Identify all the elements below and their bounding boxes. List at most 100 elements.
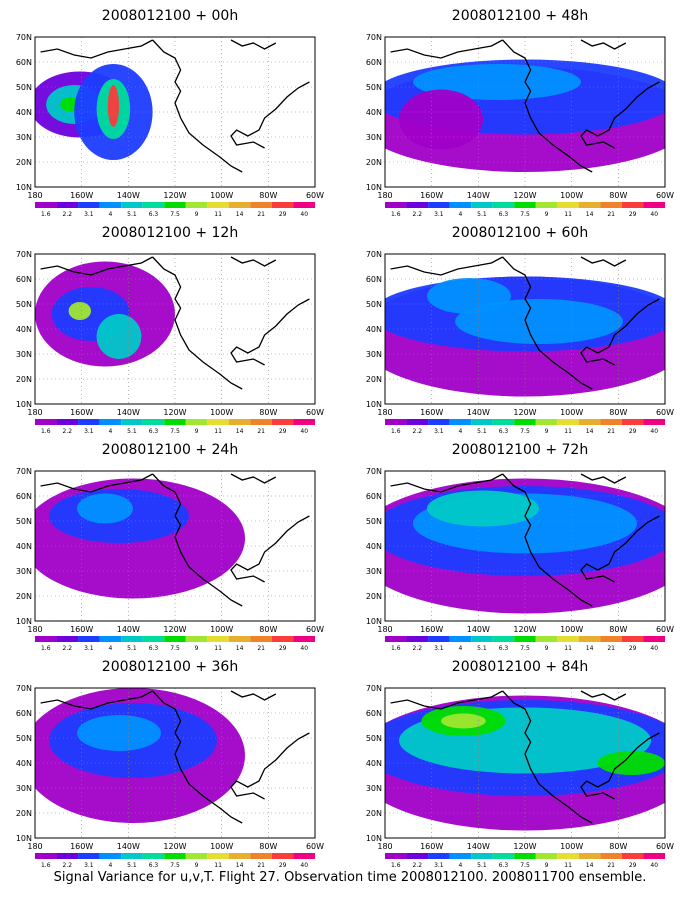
colorbar-label: 4 (458, 428, 462, 435)
lat-tick-label: 60N (16, 275, 32, 284)
colorbar-label: 3.1 (84, 211, 94, 218)
colorbar-label: 5.1 (127, 862, 137, 869)
coastline (390, 39, 503, 59)
colorbar-label: 3.1 (434, 211, 444, 218)
colorbar-label: 29 (629, 645, 637, 652)
lat-tick-label: 60N (366, 275, 382, 284)
colorbar-label: 7.5 (520, 428, 530, 435)
colorbar-label: 3.1 (84, 428, 94, 435)
colorbar-swatch (514, 853, 536, 859)
colorbar-label: 1.6 (41, 428, 51, 435)
lon-tick-label: 140W (467, 408, 490, 417)
colorbar-label: 7.5 (170, 428, 180, 435)
coastline (230, 256, 277, 267)
map-panel-12h: 2008012100 + 12h 70N 60N 50N 40N 30N 20N 10N 180… (5, 222, 335, 442)
lat-tick-label: 40N (366, 759, 382, 768)
lat-tick-label: 50N (16, 83, 32, 92)
colorbar-swatch (578, 419, 601, 425)
colorbar-label: 4 (108, 428, 112, 435)
colorbar-swatch (78, 419, 100, 425)
variance-contour (413, 64, 581, 100)
variance-contour (68, 302, 91, 320)
lat-tick-label: 50N (366, 517, 382, 526)
lon-tick-label: 60W (656, 842, 674, 851)
colorbar-swatch (471, 419, 493, 425)
colorbar-swatch (56, 202, 79, 208)
lon-tick-label: 100W (210, 625, 233, 634)
colorbar-swatch (293, 636, 315, 642)
colorbar-swatch (121, 636, 143, 642)
map-panel-60h: 2008012100 + 60h 70N 60N 50N 40N 30N 20N 10N 180… (355, 222, 685, 442)
colorbar-label: 40 (650, 211, 658, 218)
lat-tick-label: 30N (16, 567, 32, 576)
coastline (390, 473, 503, 493)
coastline (230, 39, 277, 50)
colorbar-label: 6.3 (149, 428, 159, 435)
colorbar-label: 14 (236, 211, 244, 218)
lon-tick-label: 120W (163, 191, 186, 200)
colorbar-label: 1.6 (391, 428, 401, 435)
colorbar-swatch (406, 853, 429, 859)
colorbar-label: 3.1 (84, 645, 94, 652)
lon-tick-label: 100W (210, 842, 233, 851)
colorbar-label: 11 (564, 862, 572, 869)
lon-tick-label: 60W (656, 408, 674, 417)
plot-frame (34, 36, 316, 188)
colorbar-swatch (406, 419, 429, 425)
colorbar-swatch (535, 853, 558, 859)
lat-tick-label: 10N (366, 834, 382, 843)
colorbar-label: 6.3 (499, 862, 509, 869)
colorbar-swatch (207, 853, 229, 859)
colorbar-label: 5.1 (477, 428, 487, 435)
lat-tick-label: 20N (366, 158, 382, 167)
colorbar-label: 11 (564, 211, 572, 218)
colorbar-label: 21 (607, 428, 615, 435)
colorbar-label: 21 (607, 862, 615, 869)
lat-tick-label: 50N (366, 734, 382, 743)
colorbar-swatch (428, 202, 450, 208)
lat-tick-label: 10N (16, 183, 32, 192)
colorbar-swatch (643, 202, 665, 208)
coastline (40, 256, 153, 276)
colorbar-label: 6.3 (149, 211, 159, 218)
colorbar-label: 21 (257, 862, 265, 869)
map-panel-00h: 2008012100 + 00h 70N 60N 50N 40N 30N 20N 10N 180… (5, 5, 335, 225)
lat-tick-label: 30N (366, 350, 382, 359)
lon-tick-label: 80W (609, 408, 627, 417)
colorbar-swatch (185, 853, 208, 859)
colorbar-label: 11 (214, 428, 222, 435)
colorbar-label: 7.5 (520, 645, 530, 652)
colorbar-label: 5.1 (477, 862, 487, 869)
colorbar-swatch (428, 853, 450, 859)
colorbar-swatch (600, 419, 622, 425)
coastline (40, 690, 153, 710)
colorbar-swatch (185, 202, 208, 208)
colorbar-label: 2.2 (413, 211, 423, 218)
colorbar-label: 1.6 (391, 862, 401, 869)
lat-tick-label: 70N (16, 684, 32, 693)
colorbar-swatch (99, 202, 122, 208)
coastline (230, 81, 310, 149)
colorbar-label: 4 (458, 645, 462, 652)
coastline (152, 473, 243, 607)
variance-field (35, 64, 153, 160)
colorbar-swatch (250, 636, 272, 642)
lon-tick-label: 180 (27, 625, 42, 634)
lat-tick-label: 30N (16, 784, 32, 793)
colorbar-label: 29 (279, 862, 287, 869)
colorbar-label: 6.3 (149, 862, 159, 869)
lon-tick-label: 160W (420, 842, 443, 851)
colorbar-label: 5.1 (127, 211, 137, 218)
colorbar-swatch (121, 202, 143, 208)
variance-contour (96, 314, 142, 359)
colorbar-swatch (250, 202, 272, 208)
colorbar-swatch (56, 419, 79, 425)
colorbar-label: 9 (545, 428, 549, 435)
lon-tick-label: 60W (656, 625, 674, 634)
colorbar-label: 40 (300, 428, 308, 435)
colorbar-swatch (600, 853, 622, 859)
lon-tick-label: 100W (560, 191, 583, 200)
colorbar-label: 21 (257, 211, 265, 218)
colorbar-label: 4 (108, 862, 112, 869)
colorbar-label: 9 (195, 211, 199, 218)
